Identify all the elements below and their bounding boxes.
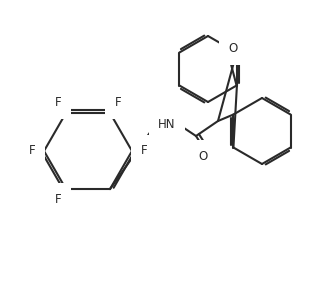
Text: HN: HN	[158, 118, 176, 131]
Text: F: F	[55, 192, 61, 205]
Text: F: F	[55, 97, 61, 110]
Text: F: F	[115, 97, 121, 110]
Text: O: O	[228, 42, 238, 55]
Text: F: F	[141, 144, 147, 158]
Text: F: F	[29, 144, 35, 158]
Text: O: O	[198, 149, 208, 162]
